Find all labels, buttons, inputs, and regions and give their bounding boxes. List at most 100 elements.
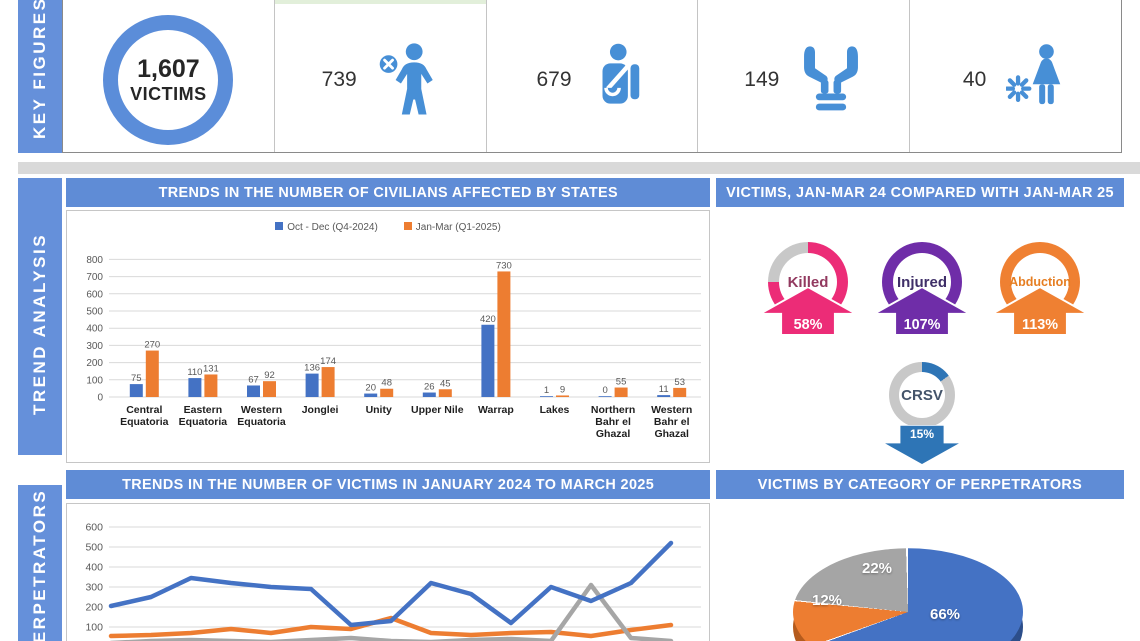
line-chart: 100 200 300 400 500 600 [85, 522, 701, 641]
gauge-percent-label: 58% [794, 317, 823, 333]
key-figures-box: VICTIMS 1,607 VICTIMS KILLED 739 INJURED [62, 0, 1122, 153]
compare-panel: Killed 58% Injured 107% Abduction 113% CRSV 15% [716, 207, 1124, 465]
bar-q1-2025 [556, 395, 569, 397]
abducted-value: 149 [744, 67, 780, 91]
category-label: Warrap [478, 404, 514, 416]
bar-q1-2025 [263, 381, 276, 397]
bar-value-label: 0 [602, 385, 607, 396]
gauge-percent-label: 15% [910, 427, 934, 441]
y-axis-label: 500 [85, 542, 103, 554]
bar-value-label: 1 [544, 385, 549, 396]
card-victims-header: VICTIMS [63, 0, 274, 7]
up-arrow-icon: 58% [760, 287, 856, 335]
y-axis-label: 300 [86, 341, 103, 352]
series-blue [108, 540, 674, 628]
y-axis-label: 400 [85, 562, 103, 574]
bar-q4-2024 [422, 392, 436, 397]
gauge-percent-label: 113% [1022, 317, 1058, 333]
bar-value-label: 67 [248, 374, 259, 385]
bar-value-label: 270 [144, 340, 160, 351]
bar-value-label: 11 [659, 384, 669, 395]
card-injured-header: INJURED [487, 0, 698, 7]
category-label: Upper Nile [411, 404, 464, 416]
sidebar-key-figures: KEY FIGURES [18, 0, 62, 153]
card-crsv-header: CRSV [910, 0, 1121, 7]
category-label: Western Equatoria [237, 404, 286, 428]
card-killed-header: KILLED [274, 0, 486, 7]
bar-value-label: 110 [187, 367, 202, 378]
legend-swatch-icon [275, 222, 284, 230]
pie-header: VICTIMS BY CATEGORY OF PERPETRATORS [716, 470, 1124, 499]
pie-top [793, 548, 1023, 641]
gauge-ring-crsv: CRSV [889, 362, 955, 428]
sidebar-trend-analysis: TREND ANALYSIS [18, 178, 62, 455]
bar-value-label: 131 [203, 363, 219, 374]
bar-value-label: 26 [424, 382, 435, 393]
bar-q4-2024 [188, 378, 202, 397]
series-gray [109, 582, 674, 641]
bar-q4-2024 [305, 373, 319, 397]
y-axis-label: 400 [86, 324, 103, 335]
bar-q1-2025 [380, 388, 394, 397]
gauge-label: CRSV [899, 372, 945, 418]
bar-value-label: 55 [616, 377, 627, 388]
bar-q4-2024 [364, 393, 378, 397]
crsv-figure-icon [1006, 43, 1068, 117]
sidebar-key-figures-label: KEY FIGURES [30, 0, 49, 139]
y-axis-label: 100 [85, 622, 103, 634]
category-label: Northern Bahr el Ghazal [591, 404, 635, 440]
y-axis-label: 100 [86, 375, 103, 386]
category-label: Eastern Equatoria [179, 404, 228, 428]
killed-value: 739 [321, 67, 357, 91]
legend-item: Jan-Mar (Q1-2025) [403, 222, 501, 233]
bar-value-label: 75 [131, 373, 142, 384]
injured-person-icon [592, 43, 648, 117]
bar-q4-2024 [129, 384, 143, 397]
bar-q1-2025 [673, 387, 687, 397]
sidebar-perpetrators: PERPETRATORS [18, 485, 62, 641]
category-label: Lakes [540, 404, 570, 416]
line-chart-panel: 100 200 300 400 500 600 [66, 503, 710, 641]
card-killed: KILLED 739 [273, 0, 486, 152]
legend-item: Oct - Dec (Q4-2024) [275, 222, 378, 233]
card-abducted-header: ABDUCTED [698, 0, 909, 7]
pie-chart: 66% 12% 22% [716, 500, 1124, 641]
bar-value-label: 730 [496, 260, 512, 271]
y-axis-label: 200 [85, 602, 103, 614]
section-divider [18, 162, 1140, 174]
card-victims: VICTIMS 1,607 VICTIMS [63, 0, 274, 152]
bar-value-label: 20 [365, 383, 376, 394]
crsv-value: 40 [962, 67, 987, 91]
up-arrow-icon: 113% [992, 287, 1088, 335]
bar-q4-2024 [247, 385, 260, 397]
bar-q1-2025 [145, 350, 159, 397]
category-label: Unity [366, 404, 392, 416]
legend-swatch-icon [403, 222, 412, 230]
pie-slice-label: 22% [862, 560, 893, 577]
abducted-hands-icon [799, 44, 863, 116]
victims-total-label: VICTIMS [130, 83, 207, 104]
bar-value-label: 53 [674, 377, 685, 388]
bar-chart-header: TRENDS IN THE NUMBER OF CIVILIANS AFFECT… [66, 178, 710, 207]
y-axis-label: 500 [86, 307, 103, 318]
y-axis-label: 700 [86, 272, 103, 283]
bar-q1-2025 [204, 374, 218, 397]
card-crsv: CRSV 40 [909, 0, 1121, 152]
bar-value-label: 92 [264, 370, 275, 381]
up-arrow-icon: 107% [874, 287, 970, 335]
y-axis-label: 200 [86, 358, 103, 369]
bar-value-label: 420 [480, 314, 496, 325]
victims-ring-icon: 1,607 VICTIMS [103, 14, 234, 145]
bar-q1-2025 [438, 389, 452, 397]
card-injured: INJURED 679 [485, 0, 698, 152]
bar-q4-2024 [657, 395, 671, 397]
y-axis-label: 800 [86, 255, 103, 266]
bar-q1-2025 [614, 387, 628, 397]
killed-person-icon [377, 42, 439, 118]
sidebar-trend-analysis-label: TREND ANALYSIS [30, 232, 49, 415]
card-abducted: ABDUCTED 149 [697, 0, 909, 152]
category-label: Western Bahr el Ghazal [651, 404, 692, 440]
injured-value: 679 [536, 67, 572, 91]
